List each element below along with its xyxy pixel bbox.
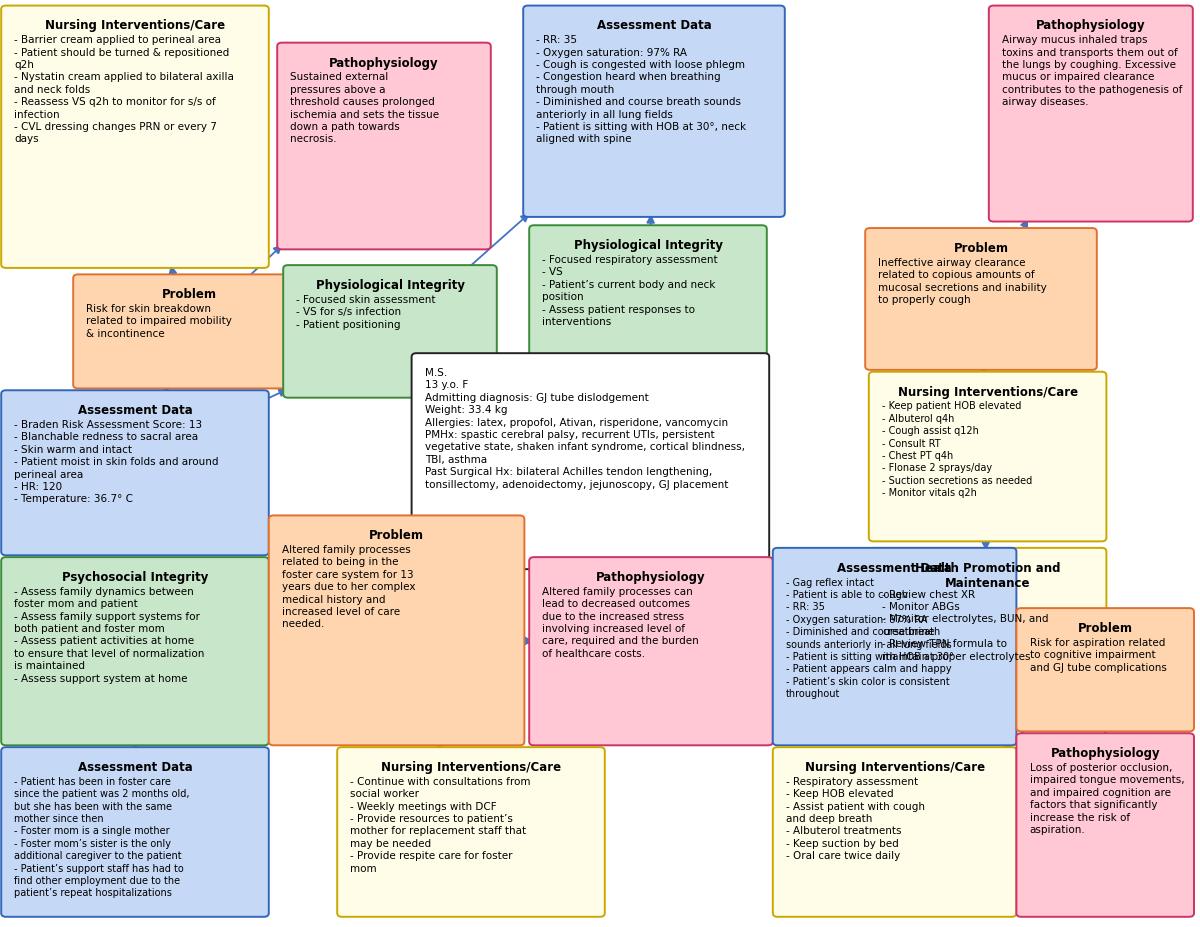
FancyBboxPatch shape [277,43,491,249]
FancyBboxPatch shape [989,6,1193,222]
Text: Pathophysiology: Pathophysiology [1050,747,1160,760]
Text: Psychosocial Integrity: Psychosocial Integrity [62,571,208,584]
Text: - Gag reflex intact
- Patient is able to cough
- RR: 35
- Oxygen saturation: 97%: - Gag reflex intact - Patient is able to… [786,578,954,699]
FancyBboxPatch shape [1,6,269,268]
Text: Problem: Problem [1078,622,1133,635]
Text: Sustained external
pressures above a
threshold causes prolonged
ischemia and set: Sustained external pressures above a thr… [290,72,439,145]
FancyBboxPatch shape [529,225,767,395]
Text: Physiological Integrity: Physiological Integrity [316,279,464,292]
Text: Pathophysiology: Pathophysiology [596,571,706,584]
FancyBboxPatch shape [773,747,1016,917]
Text: - Keep patient HOB elevated
- Albuterol q4h
- Cough assist q12h
- Consult RT
- C: - Keep patient HOB elevated - Albuterol … [882,401,1032,498]
FancyBboxPatch shape [1016,608,1194,731]
FancyBboxPatch shape [73,274,305,388]
Text: Assessment Data: Assessment Data [78,761,192,774]
FancyBboxPatch shape [1,390,269,555]
Text: Nursing Interventions/Care: Nursing Interventions/Care [898,386,1078,399]
Text: - Review chest XR
- Monitor ABGs
- Monitor electrolytes, BUN, and
creatinine
- R: - Review chest XR - Monitor ABGs - Monit… [882,590,1049,662]
FancyBboxPatch shape [412,353,769,569]
Text: - Patient has been in foster care
since the patient was 2 months old,
but she ha: - Patient has been in foster care since … [14,777,190,898]
Text: Altered family processes
related to being in the
foster care system for 13
years: Altered family processes related to bein… [282,545,415,629]
Text: Nursing Interventions/Care: Nursing Interventions/Care [804,761,985,774]
FancyBboxPatch shape [1,557,269,745]
FancyBboxPatch shape [865,228,1097,370]
Text: - Focused skin assessment
- VS for s/s infection
- Patient positioning: - Focused skin assessment - VS for s/s i… [296,295,436,330]
Text: Problem: Problem [162,288,216,301]
FancyBboxPatch shape [869,548,1106,722]
Text: Pathophysiology: Pathophysiology [1036,19,1146,32]
Text: M.S.
13 y.o. F
Admitting diagnosis: GJ tube dislodgement
Weight: 33.4 kg
Allergi: M.S. 13 y.o. F Admitting diagnosis: GJ t… [425,368,745,489]
Text: Pathophysiology: Pathophysiology [329,57,439,70]
Text: Nursing Interventions/Care: Nursing Interventions/Care [44,19,226,32]
Text: Altered family processes can
lead to decreased outcomes
due to the increased str: Altered family processes can lead to dec… [542,587,700,659]
FancyBboxPatch shape [529,557,773,745]
Text: Loss of posterior occlusion,
impaired tongue movements,
and impaired cognition a: Loss of posterior occlusion, impaired to… [1030,763,1184,835]
Text: - Braden Risk Assessment Score: 13
- Blanchable redness to sacral area
- Skin wa: - Braden Risk Assessment Score: 13 - Bla… [14,420,218,504]
Text: Problem: Problem [370,529,424,542]
Text: Ineffective airway clearance
related to copious amounts of
mucosal secretions an: Ineffective airway clearance related to … [878,258,1048,305]
FancyBboxPatch shape [773,548,1016,745]
Text: - Respiratory assessment
- Keep HOB elevated
- Assist patient with cough
and dee: - Respiratory assessment - Keep HOB elev… [786,777,925,861]
Text: Risk for skin breakdown
related to impaired mobility
& incontinence: Risk for skin breakdown related to impai… [86,304,233,339]
Text: - RR: 35
- Oxygen saturation: 97% RA
- Cough is congested with loose phlegm
- Co: - RR: 35 - Oxygen saturation: 97% RA - C… [536,35,746,145]
FancyBboxPatch shape [269,515,524,745]
Text: Assessment Data: Assessment Data [78,404,192,417]
FancyBboxPatch shape [869,372,1106,541]
Text: - Assess family dynamics between
foster mom and patient
- Assess family support : - Assess family dynamics between foster … [14,587,205,683]
Text: - Barrier cream applied to perineal area
- Patient should be turned & reposition: - Barrier cream applied to perineal area… [14,35,234,145]
FancyBboxPatch shape [337,747,605,917]
Text: Airway mucus inhaled traps
toxins and transports them out of
the lungs by coughi: Airway mucus inhaled traps toxins and tr… [1002,35,1182,108]
FancyBboxPatch shape [1,747,269,917]
FancyBboxPatch shape [523,6,785,217]
Text: Physiological Integrity: Physiological Integrity [574,239,722,252]
Text: - Focused respiratory assessment
- VS
- Patient’s current body and neck
position: - Focused respiratory assessment - VS - … [542,255,718,327]
FancyBboxPatch shape [1016,733,1194,917]
Text: Risk for aspiration related
to cognitive impairment
and GJ tube complications: Risk for aspiration related to cognitive… [1030,638,1166,673]
Text: Health Promotion and
Maintenance: Health Promotion and Maintenance [914,562,1061,590]
Text: Assessment Data: Assessment Data [596,19,712,32]
Text: Problem: Problem [954,242,1008,255]
FancyBboxPatch shape [283,265,497,398]
Text: Nursing Interventions/Care: Nursing Interventions/Care [380,761,562,774]
Text: Assessment Data: Assessment Data [838,562,952,575]
Text: - Continue with consultations from
social worker
- Weekly meetings with DCF
- Pr: - Continue with consultations from socia… [350,777,530,873]
